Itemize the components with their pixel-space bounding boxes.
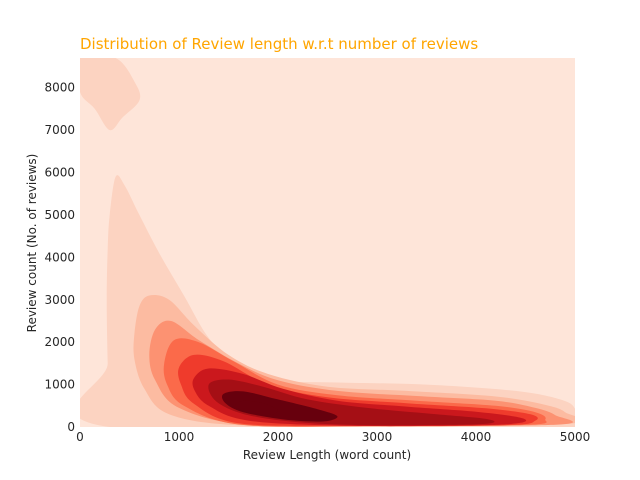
x-tick-label: 1000 xyxy=(164,430,195,444)
y-tick-label: 7000 xyxy=(44,123,75,137)
y-tick-label: 3000 xyxy=(44,293,75,307)
y-tick-label: 0 xyxy=(67,420,75,434)
x-tick-label: 0 xyxy=(76,430,84,444)
y-tick-label: 6000 xyxy=(44,166,75,180)
y-tick-label: 8000 xyxy=(44,81,75,95)
contour-level-8 xyxy=(221,391,338,422)
y-tick-label: 4000 xyxy=(44,250,75,264)
contour-level-peak xyxy=(235,400,278,416)
x-tick-label: 4000 xyxy=(461,430,492,444)
x-tick-label: 2000 xyxy=(263,430,294,444)
chart-title: Distribution of Review length w.r.t numb… xyxy=(80,35,478,53)
x-tick-label: 3000 xyxy=(362,430,393,444)
x-tick-label: 5000 xyxy=(560,430,591,444)
y-tick-label: 1000 xyxy=(44,378,75,392)
x-axis-ticks: 0 1000 2000 3000 4000 5000 xyxy=(76,430,590,444)
density-contours xyxy=(80,58,575,427)
x-axis-label: Review Length (word count) xyxy=(243,448,411,462)
y-axis-label: Review count (No. of reviews) xyxy=(25,154,39,333)
y-tick-label: 2000 xyxy=(44,335,75,349)
contour-level-1-upper xyxy=(80,58,141,131)
y-tick-label: 5000 xyxy=(44,208,75,222)
plot-area xyxy=(80,58,575,427)
y-axis-ticks: 0 1000 2000 3000 4000 5000 6000 7000 8000 xyxy=(44,81,75,434)
